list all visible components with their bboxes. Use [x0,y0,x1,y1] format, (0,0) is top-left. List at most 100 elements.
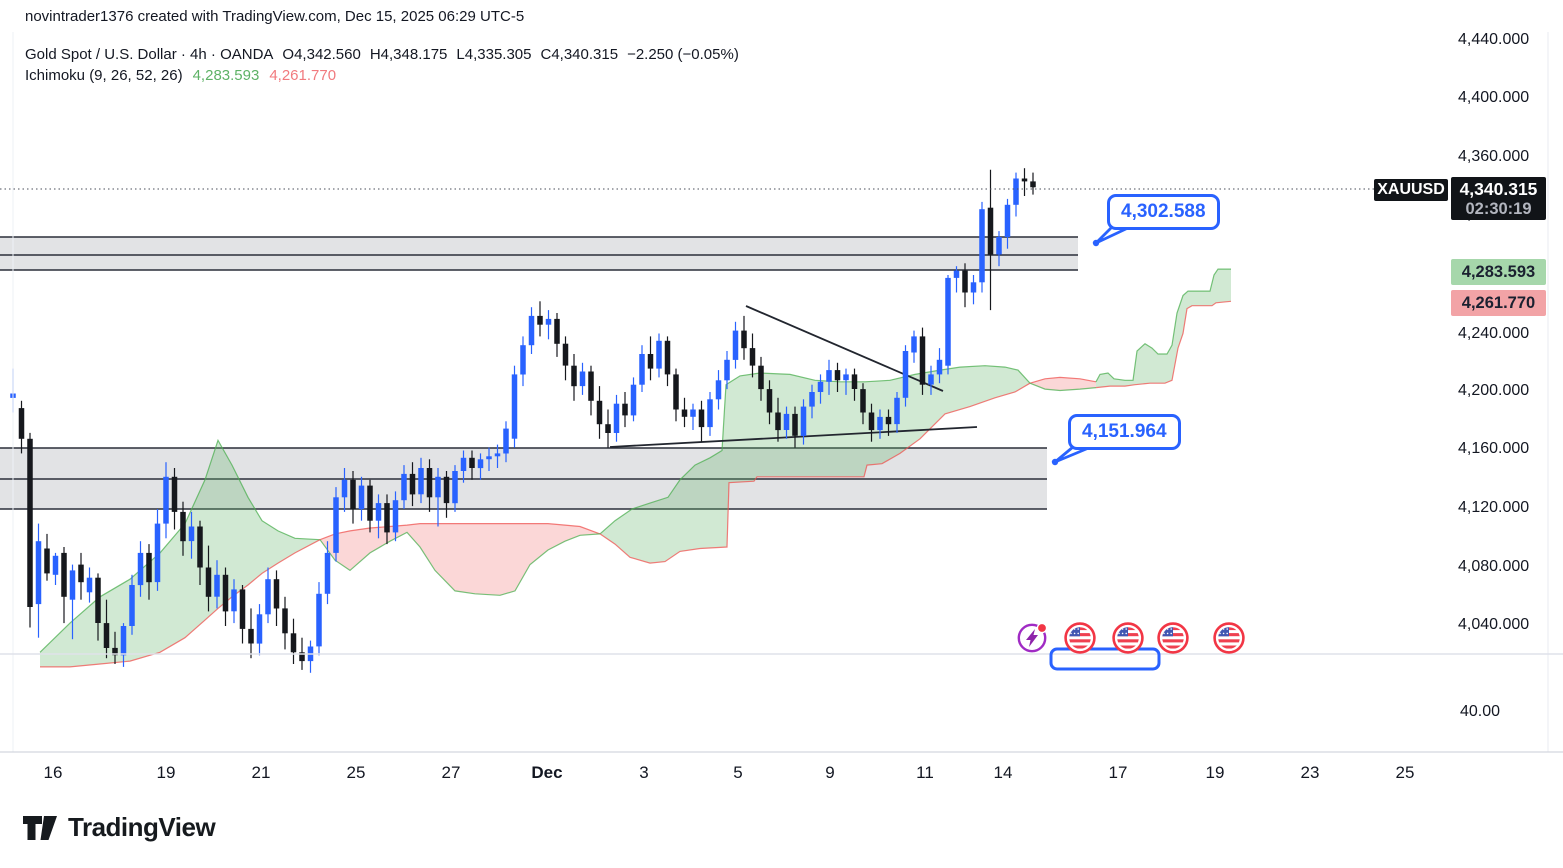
candle[interactable] [426,459,433,512]
time-scale-label[interactable]: 19 [1205,763,1225,782]
candle[interactable] [851,368,858,401]
candle[interactable] [715,370,722,410]
candle[interactable] [27,432,33,628]
candle[interactable] [681,397,688,428]
price-scale-label[interactable]: 4,200.000 [1458,382,1530,399]
time-scale-label[interactable]: 16 [43,763,63,782]
candle[interactable] [35,523,42,638]
candle[interactable] [103,599,110,659]
price-scale-label[interactable]: 4,160.000 [1458,440,1530,457]
candle[interactable] [95,573,101,641]
price-scale-label[interactable]: 4,240.000 [1458,325,1530,342]
time-scale-label[interactable]: 3 [639,763,649,782]
candle[interactable] [239,585,246,644]
candle[interactable] [129,574,135,635]
candle[interactable] [265,567,271,624]
candle[interactable] [52,552,59,585]
candle[interactable] [375,494,382,539]
candle[interactable] [902,345,909,407]
candle[interactable] [120,623,127,667]
candle[interactable] [146,544,152,600]
symbol-title[interactable]: Gold Spot / U.S. Dollar · 4h · OANDA [25,46,274,63]
candle[interactable] [520,336,526,387]
time-scale-label[interactable]: 27 [441,763,461,782]
candle[interactable] [486,447,492,471]
candle[interactable] [367,479,373,533]
candle[interactable] [996,231,1002,267]
candle[interactable] [222,567,229,627]
us-flag-event-icon[interactable] [1213,622,1245,654]
candle[interactable] [545,310,552,340]
candle[interactable] [877,409,883,439]
candle[interactable] [1004,198,1011,249]
candle[interactable] [894,392,900,433]
candle[interactable] [511,365,518,448]
price-scale-label[interactable]: 4,440.000 [1458,31,1530,48]
candle[interactable] [435,468,441,527]
candle[interactable] [562,336,569,381]
candle[interactable] [639,345,645,392]
candle[interactable] [554,313,560,357]
us-flag-event-icon[interactable] [1157,622,1189,654]
candle[interactable] [418,457,424,504]
candle[interactable] [758,356,764,401]
candle[interactable] [290,618,297,664]
candle[interactable] [528,307,535,354]
candle[interactable] [163,462,169,539]
candle[interactable] [282,596,288,650]
candle[interactable] [401,465,407,509]
time-scale-label[interactable]: 21 [251,763,271,782]
candle[interactable] [18,400,25,454]
time-scale-label[interactable]: 14 [993,763,1013,782]
time-scale-label[interactable]: Dec [531,763,563,782]
us-flag-event-icon[interactable] [1064,622,1096,654]
price-callout-bubble[interactable]: 4,302.588 [1107,194,1220,230]
candle[interactable] [503,421,509,463]
candle[interactable] [69,564,76,640]
indicator-title[interactable]: Ichimoku (9, 26, 52, 26) [25,67,183,84]
candle[interactable] [307,640,314,673]
candle[interactable] [443,471,450,518]
candle[interactable] [477,453,484,480]
candle[interactable] [86,567,93,603]
candle[interactable] [214,560,220,609]
candle[interactable] [579,362,586,395]
candle[interactable] [766,380,773,425]
candle[interactable] [384,494,390,545]
candle[interactable] [979,201,985,293]
candle[interactable] [724,351,730,390]
candle[interactable] [953,266,960,293]
candle[interactable] [273,570,280,626]
price-scale-label[interactable]: 4,040.000 [1458,616,1530,633]
price-scale-label[interactable]: 4,080.000 [1458,558,1530,575]
candle[interactable] [749,333,756,378]
candle[interactable] [1013,172,1019,217]
trendline[interactable] [609,426,978,448]
candle[interactable] [537,301,543,337]
candle[interactable] [885,409,892,436]
candle[interactable] [78,552,84,600]
candle[interactable] [630,377,637,422]
time-scale-label[interactable]: 23 [1300,763,1320,782]
candle[interactable] [987,169,994,311]
tradingview-logo[interactable]: TradingView [22,812,216,843]
candle[interactable] [817,374,824,404]
candle[interactable] [664,336,671,387]
candle[interactable] [860,383,866,425]
time-scale-label[interactable]: 17 [1108,763,1128,782]
candle[interactable] [596,386,603,439]
candle[interactable] [698,400,705,442]
candle[interactable] [605,409,611,448]
candle[interactable] [171,468,178,530]
candle[interactable] [962,263,968,308]
price-scale-label[interactable]: 4,360.000 [1458,148,1530,165]
candle[interactable] [316,582,322,656]
candle[interactable] [783,406,790,439]
candle[interactable] [741,315,747,360]
trendline[interactable] [745,305,944,392]
candle[interactable] [647,336,654,381]
candle[interactable] [792,406,798,448]
candle[interactable] [494,444,501,468]
candle[interactable] [248,608,254,659]
